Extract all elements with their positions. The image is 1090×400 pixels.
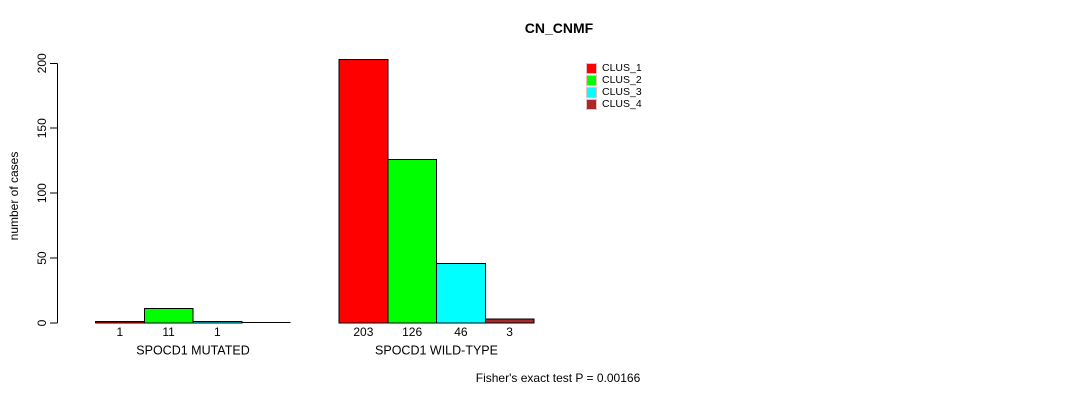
y-tick-label: 200	[35, 53, 49, 73]
bar-clus_1	[338, 58, 389, 324]
bar-value-label: 3	[506, 325, 513, 339]
group-label: SPOCD1 MUTATED	[136, 344, 249, 358]
legend-item: CLUS_4	[586, 98, 642, 110]
bar-value-label: 1	[117, 325, 124, 339]
bar-clus_3	[192, 321, 243, 324]
legend-label: CLUS_2	[602, 73, 642, 86]
legend-item: CLUS_3	[586, 86, 642, 98]
legend: CLUS_1 CLUS_2 CLUS_3 CLUS_4	[586, 62, 642, 110]
legend-item: CLUS_2	[586, 74, 642, 86]
legend-swatch-clus_2	[586, 74, 597, 86]
legend-label: CLUS_4	[602, 97, 642, 110]
group-label: SPOCD1 WILD-TYPE	[375, 344, 498, 358]
bar-clus_1	[95, 321, 145, 324]
fisher-test-note: Fisher's exact test P = 0.00166	[475, 371, 641, 385]
bar-value-label: 11	[162, 325, 175, 339]
bar-value-label: 46	[454, 325, 468, 339]
y-tick-label: 0	[35, 319, 49, 326]
bar-clus_2	[387, 158, 437, 324]
legend-swatch-clus_1	[586, 62, 597, 74]
y-tick-label: 100	[35, 183, 49, 203]
legend-item: CLUS_1	[586, 62, 642, 74]
bar-clus_4	[484, 318, 535, 324]
bar-value-label: 203	[353, 325, 373, 339]
y-tick-label: 50	[35, 251, 49, 265]
legend-swatch-clus_3	[586, 86, 597, 98]
bar-clus_2	[143, 308, 194, 324]
bar-value-label: 126	[402, 325, 422, 339]
chart-title: CN_CNMF	[524, 20, 594, 36]
bar-value-label: 1	[214, 325, 221, 339]
y-tick-label: 150	[35, 118, 49, 138]
bar-clus_3	[436, 262, 486, 324]
legend-label: CLUS_3	[602, 85, 642, 98]
legend-swatch-clus_4	[586, 98, 597, 110]
legend-label: CLUS_1	[602, 61, 642, 74]
